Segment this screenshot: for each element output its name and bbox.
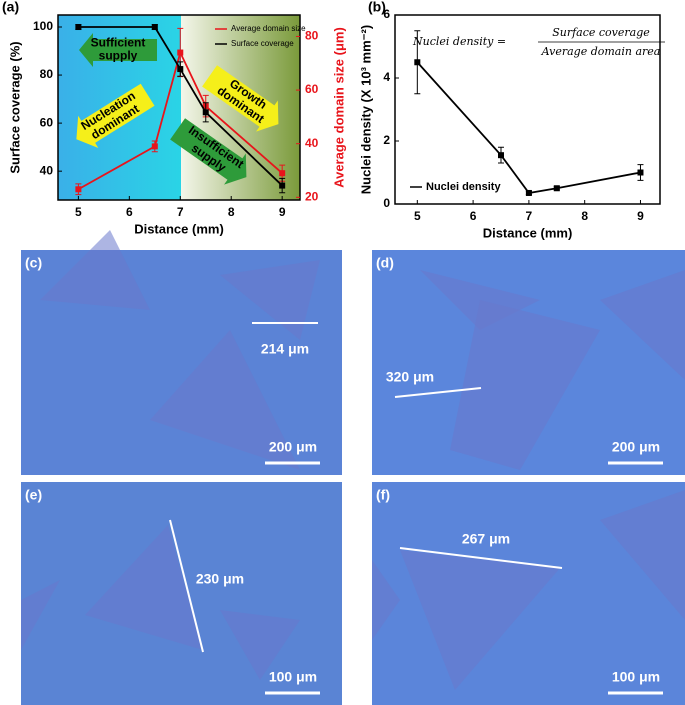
marker — [279, 182, 286, 189]
x-tick-label: 8 — [228, 205, 235, 219]
crystal-domain — [220, 610, 300, 680]
y-tick-label: 2 — [383, 133, 390, 147]
marker — [279, 170, 286, 177]
plot-frame — [394, 14, 661, 205]
annotation-arrow — [76, 83, 155, 148]
y-tick-label: 4 — [383, 70, 390, 84]
y2-tick-label: 80 — [305, 29, 319, 43]
crystal-domain — [400, 550, 560, 690]
marker — [151, 143, 158, 150]
crystal-domain — [85, 525, 203, 650]
panel-label: (c) — [25, 255, 42, 271]
crystal-domain — [40, 230, 150, 310]
x-axis-label: Distance (mm) — [134, 221, 224, 236]
measure-label: 230 μm — [196, 571, 244, 587]
y-tick-label: 100 — [33, 19, 53, 33]
y2-tick-label: 40 — [305, 136, 319, 150]
marker — [75, 186, 82, 193]
crystal-domain — [21, 580, 60, 650]
formula-lhs: Nuclei density = — [412, 35, 506, 48]
annotation-arrow — [170, 118, 247, 185]
x-tick-label: 5 — [75, 205, 82, 219]
legend-label: Surface coverage — [231, 39, 294, 48]
scale-bar-label: 100 μm — [269, 669, 317, 685]
marker — [75, 24, 82, 31]
marker — [177, 49, 184, 56]
y2-tick-label: 20 — [305, 189, 319, 203]
y2-axis-label: Average domain size (μm) — [331, 27, 346, 188]
x-tick-label: 8 — [581, 209, 588, 223]
annotation-text: Sufficient — [91, 36, 146, 50]
annotation-arrow — [79, 33, 157, 67]
crystal-domain — [600, 270, 685, 380]
formula-denominator: Average domain area — [541, 45, 661, 58]
y-tick-label: 40 — [40, 163, 54, 177]
x-tick-label: 6 — [126, 205, 133, 219]
x-tick-label: 9 — [637, 209, 644, 223]
panel-label: (d) — [376, 255, 394, 271]
scale-bar-label: 200 μm — [612, 439, 660, 455]
measure-label: 214 μm — [261, 341, 309, 357]
measure-label: 320 μm — [386, 369, 434, 385]
measure-line — [394, 387, 482, 398]
measure-label: 267 μm — [462, 531, 510, 547]
crystal-domain — [150, 330, 300, 470]
panel-label: (b) — [368, 0, 386, 15]
crystal-domain — [220, 260, 320, 340]
marker — [637, 169, 644, 176]
x-tick-label: 7 — [177, 205, 184, 219]
measure-line — [169, 519, 204, 653]
scale-bar-label: 200 μm — [269, 439, 317, 455]
annotation-text: supply — [99, 49, 138, 63]
y-axis-label: Nuclei density (X 10³ mm⁻²) — [358, 25, 373, 194]
crystal-domain — [372, 560, 400, 640]
y-tick-label: 0 — [383, 196, 390, 210]
marker — [525, 189, 532, 196]
crystal-domain — [450, 300, 600, 470]
y2-tick-label: 60 — [305, 82, 319, 96]
marker — [177, 66, 184, 73]
marker — [498, 152, 504, 159]
marker — [202, 109, 209, 116]
x-tick-label: 6 — [470, 209, 477, 223]
x-axis-label: Distance (mm) — [483, 225, 573, 240]
formula-numerator: Surface coverage — [552, 26, 650, 39]
marker — [151, 24, 158, 31]
annotation-arrow — [202, 65, 279, 132]
plot-frame — [57, 14, 301, 201]
panel-label: (f) — [376, 487, 390, 503]
x-tick-label: 5 — [414, 209, 421, 223]
y-tick-label: 80 — [40, 67, 54, 81]
legend-label: Nuclei density — [426, 181, 501, 193]
x-tick-label: 7 — [526, 209, 533, 223]
series-line — [416, 61, 641, 194]
y-tick-label: 60 — [40, 115, 54, 129]
x-tick-label: 9 — [279, 205, 286, 219]
legend-label: Average domain size — [231, 24, 306, 33]
y-tick-label: 6 — [383, 7, 390, 21]
y-axis-label: Surface coverage (%) — [7, 41, 22, 173]
crystal-domain — [600, 490, 685, 620]
marker — [414, 59, 421, 66]
measure-line — [399, 547, 563, 569]
marker — [553, 185, 560, 192]
panel-label: (a) — [2, 0, 19, 15]
panel-label: (e) — [25, 487, 42, 503]
scale-bar-label: 100 μm — [612, 669, 660, 685]
